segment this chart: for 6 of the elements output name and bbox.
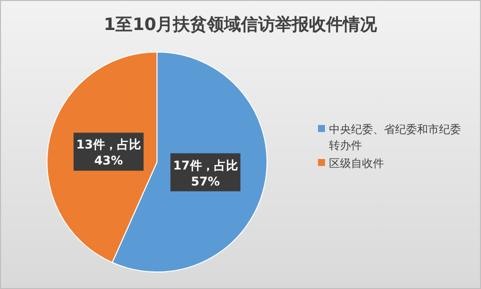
data-label: 17件，占比 57% <box>173 158 238 188</box>
data-label: 13件，占比 43% <box>76 138 141 168</box>
legend-item: 区级自收件 <box>318 157 384 170</box>
chart-title: 1至10月扶贫领域信访举报收件情况 <box>104 15 378 35</box>
legend-item: 中央纪委、省纪委和市纪委转办件 <box>318 123 461 152</box>
legend-label: 区级自收件 <box>329 157 384 170</box>
